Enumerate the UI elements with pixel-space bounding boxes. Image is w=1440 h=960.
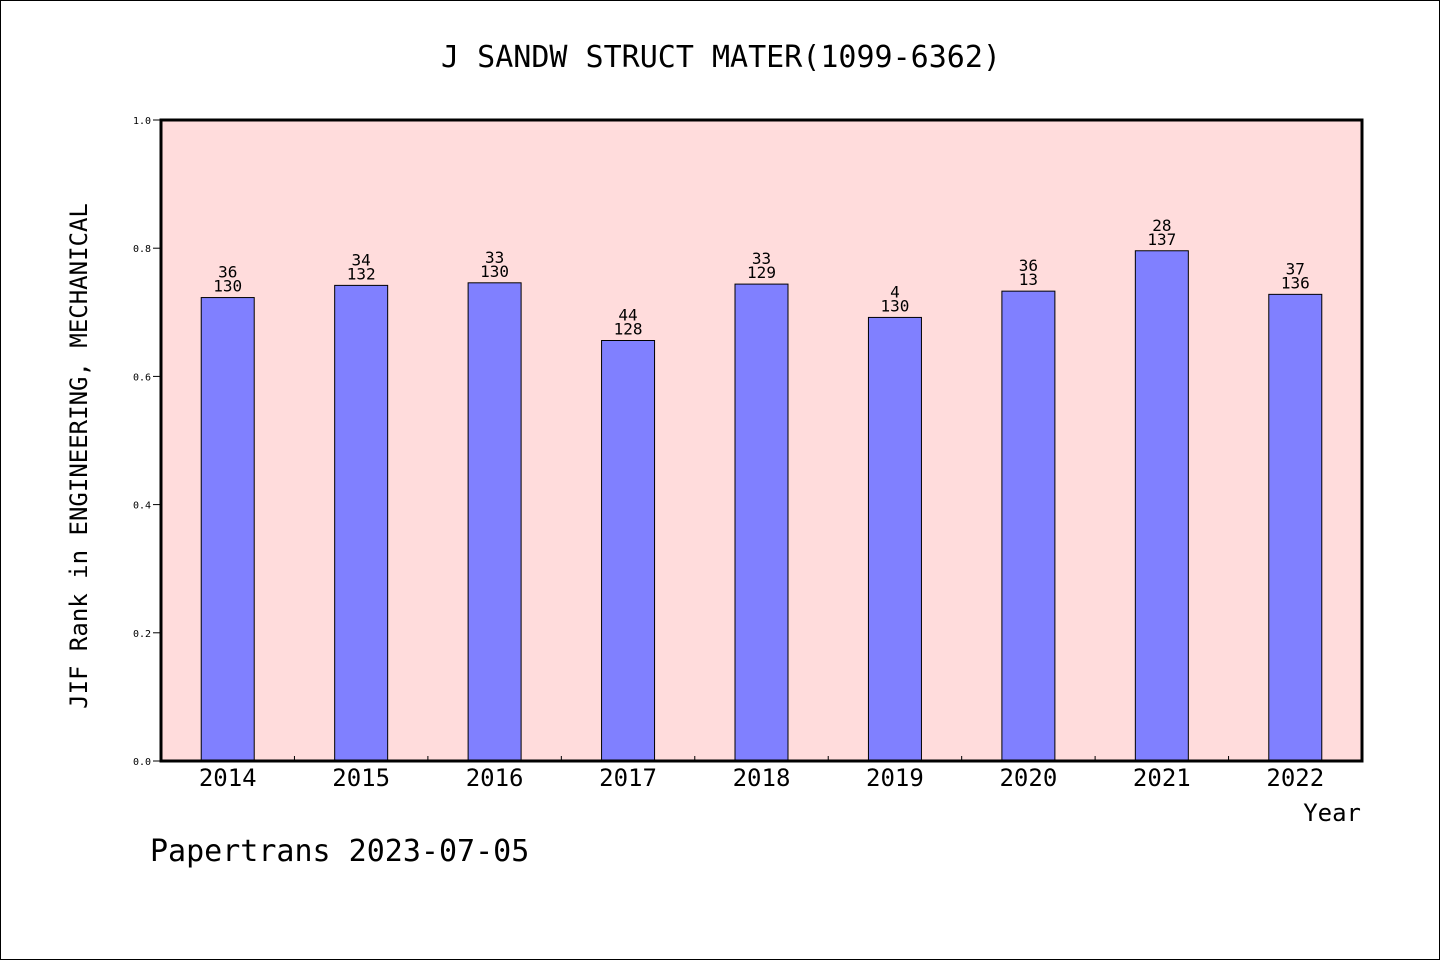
x-tick-label-2017: 2017 bbox=[599, 764, 657, 792]
bar-2019 bbox=[867, 316, 922, 762]
plot-frame bbox=[159, 118, 1364, 763]
bar-2018 bbox=[734, 283, 789, 762]
bar-label-top-2019: 4 bbox=[890, 282, 900, 301]
bar-label-bottom-2022: 136 bbox=[1281, 273, 1310, 292]
bar-label-bottom-2016: 130 bbox=[480, 262, 509, 281]
bar-label-top-2015: 34 bbox=[352, 250, 371, 269]
bar-label-top-2021: 28 bbox=[1152, 216, 1171, 235]
bar-label-top-2018: 33 bbox=[752, 249, 771, 268]
bar-label-top-2014: 36 bbox=[218, 263, 237, 282]
x-tick-label-2019: 2019 bbox=[866, 764, 924, 792]
y-axis-label: JIF Rank in ENGINEERING, MECHANICAL bbox=[65, 203, 93, 709]
bar-label-top-2020: 36 bbox=[1019, 256, 1038, 275]
bar-2017 bbox=[601, 340, 656, 762]
footer-note: Papertrans 2023-07-05 bbox=[150, 834, 530, 869]
x-axis-label: Year bbox=[1303, 799, 1361, 827]
bar-label-bottom-2014: 130 bbox=[213, 277, 242, 296]
bar-label-bottom-2017: 128 bbox=[614, 320, 643, 339]
y-tick-label-0.8: 0.8 bbox=[133, 244, 151, 255]
bar-2022 bbox=[1268, 293, 1323, 762]
x-tick-label-2018: 2018 bbox=[733, 764, 791, 792]
bar-2015 bbox=[334, 284, 389, 762]
bar-2020 bbox=[1001, 290, 1056, 762]
bar-2021 bbox=[1134, 250, 1189, 762]
bar-label-bottom-2015: 132 bbox=[347, 264, 376, 283]
chart-title: J SANDW STRUCT MATER(1099-6362) bbox=[441, 40, 1001, 75]
bar-2014 bbox=[200, 297, 255, 762]
x-tick-label-2014: 2014 bbox=[199, 764, 257, 792]
bar-label-top-2016: 33 bbox=[485, 248, 504, 267]
y-tick-label-1.0: 1.0 bbox=[133, 116, 151, 127]
x-tick-label-2022: 2022 bbox=[1266, 764, 1324, 792]
bar-label-bottom-2018: 129 bbox=[747, 263, 776, 282]
x-tick-label-2015: 2015 bbox=[332, 764, 390, 792]
bar-label-top-2017: 44 bbox=[618, 306, 637, 325]
y-tick-label-0.6: 0.6 bbox=[133, 372, 151, 383]
bar-label-bottom-2019: 130 bbox=[880, 296, 909, 315]
y-tick-label-0.4: 0.4 bbox=[133, 501, 151, 512]
bar-label-bottom-2020: 13 bbox=[1019, 270, 1038, 289]
bar-2016 bbox=[467, 282, 522, 762]
bar-label-top-2022: 37 bbox=[1286, 259, 1305, 278]
x-tick-label-2016: 2016 bbox=[466, 764, 524, 792]
x-tick-label-2021: 2021 bbox=[1133, 764, 1191, 792]
bar-label-bottom-2021: 137 bbox=[1147, 230, 1176, 249]
x-tick-label-2020: 2020 bbox=[999, 764, 1057, 792]
y-tick-label-0.0: 0.0 bbox=[133, 757, 151, 768]
y-tick-label-0.2: 0.2 bbox=[133, 629, 151, 640]
